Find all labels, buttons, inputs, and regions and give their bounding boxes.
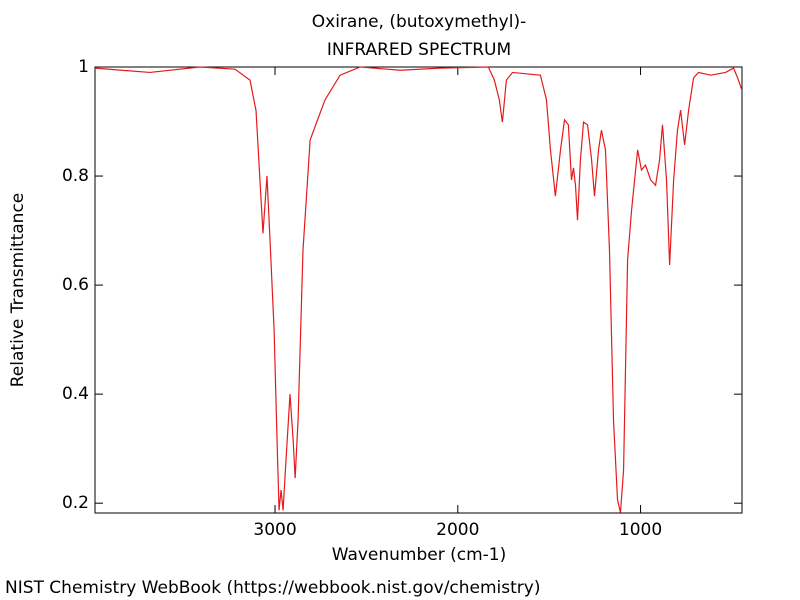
y-tick-label: 0.2 [62,493,89,513]
source-note: NIST Chemistry WebBook (https://webbook.… [5,578,540,598]
y-tick-label: 0.4 [62,384,89,404]
chart-subtitle: INFRARED SPECTRUM [327,40,511,60]
chart-title: Oxirane, (butoxymethyl)- [312,12,526,32]
x-tick-label: 2000 [436,520,479,540]
y-tick-label: 0.6 [62,275,89,295]
plot-frame [94,66,743,514]
y-tick-label: 0.8 [62,166,89,186]
x-tick-label: 1000 [619,520,662,540]
x-tick-label: 3000 [253,520,296,540]
y-axis-label: Relative Transmittance [8,193,28,388]
y-tick-label: 1 [78,57,89,77]
spectrum-line [94,66,743,513]
x-axis-label: Wavenumber (cm-1) [332,545,507,565]
